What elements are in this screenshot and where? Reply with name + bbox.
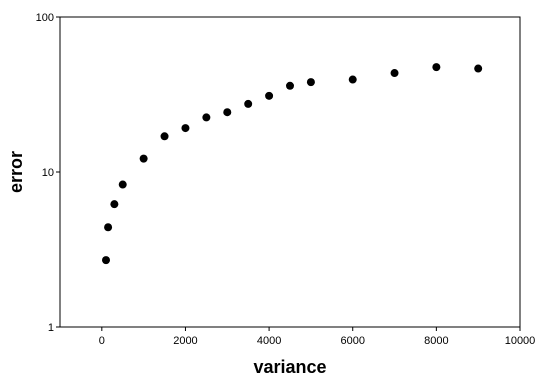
y-tick-label: 100 <box>36 12 54 24</box>
data-point <box>104 223 113 232</box>
data-point <box>181 124 190 133</box>
y-axis-title: error <box>6 151 26 193</box>
x-axis-title: variance <box>253 357 326 377</box>
data-point <box>432 63 441 72</box>
x-tick-label: 2000 <box>173 335 197 347</box>
data-point <box>244 99 253 108</box>
x-tick-label: 4000 <box>257 335 281 347</box>
data-point <box>118 180 127 189</box>
y-tick-label: 10 <box>42 167 54 179</box>
data-point <box>110 200 119 209</box>
data-point <box>223 108 232 117</box>
x-axis-ticks: 0 2000 4000 6000 8000 10000 <box>99 327 536 347</box>
y-axis-ticks: 1 10 100 <box>36 12 60 334</box>
data-point <box>139 154 148 163</box>
data-point <box>474 64 483 73</box>
data-point <box>348 75 357 84</box>
data-point <box>286 81 294 90</box>
x-tick-label: 8000 <box>424 335 448 347</box>
data-points <box>102 63 483 265</box>
x-tick-label: 6000 <box>340 335 364 347</box>
y-tick-label: 1 <box>48 322 54 334</box>
x-tick-label: 0 <box>99 335 105 347</box>
data-point <box>160 132 169 141</box>
data-point <box>306 78 315 87</box>
data-point <box>102 256 110 265</box>
data-point <box>202 113 211 122</box>
x-tick-label: 10000 <box>505 335 536 347</box>
data-point <box>265 91 274 100</box>
data-point <box>390 69 399 78</box>
plot-area <box>59 16 521 328</box>
